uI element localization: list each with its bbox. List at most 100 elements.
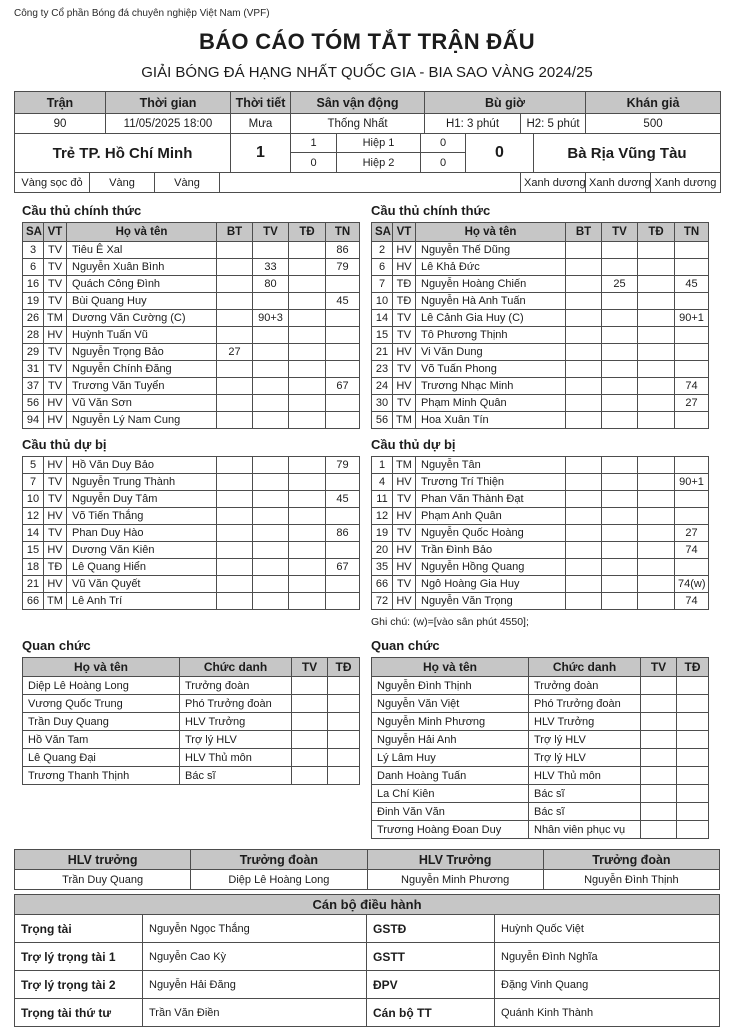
player-number-cell: 12 xyxy=(22,507,44,525)
goals-cell xyxy=(565,275,602,293)
league-subtitle: GIẢI BÓNG ĐÁ HẠNG NHẤT QUỐC GIA - BIA SA… xyxy=(141,64,593,81)
player-name-cell: Nguyễn Duy Tâm xyxy=(66,490,217,508)
executives-table: Cán bộ điều hành Trọng tài Nguyễn Ngọc T… xyxy=(14,894,720,1027)
official-name-cell: Diệp Lê Hoàng Long xyxy=(22,676,180,695)
player-row: 6 HV Lê Khả Đức xyxy=(371,258,709,276)
ph-sa: SA xyxy=(371,222,393,242)
exec-label-cell: GSTT xyxy=(366,942,495,971)
player-row: 35 HV Nguyễn Hồng Quang xyxy=(371,558,709,576)
goals-cell xyxy=(565,592,602,610)
player-number-cell: 24 xyxy=(371,377,393,395)
player-name-cell: Nguyễn Xuân Bình xyxy=(66,258,217,276)
player-row: 56 TM Hoa Xuân Tín xyxy=(371,411,709,429)
position-cell: TV xyxy=(43,524,67,542)
goals-cell xyxy=(565,507,602,525)
player-name-cell: Vũ Văn Quyết xyxy=(66,575,217,593)
substitution-cell xyxy=(325,473,360,491)
player-number-cell: 66 xyxy=(371,575,393,593)
player-number-cell: 28 xyxy=(22,326,44,344)
goals-cell xyxy=(216,490,253,508)
player-name-cell: Vũ Văn Sơn xyxy=(66,394,217,412)
yellow-card-cell xyxy=(252,575,289,593)
player-number-cell: 15 xyxy=(22,541,44,559)
half1-home-score: 1 xyxy=(291,134,337,153)
player-name-cell: Lê Quang Hiển xyxy=(66,558,217,576)
red-card-cell xyxy=(288,309,326,327)
yellow-card-cell xyxy=(601,507,638,525)
position-cell: HV xyxy=(392,377,416,395)
player-name-cell: Võ Tiến Thắng xyxy=(66,507,217,525)
position-cell: HV xyxy=(43,411,67,429)
goals-cell xyxy=(565,326,602,344)
red-card-cell xyxy=(637,541,675,559)
substitution-cell xyxy=(674,507,709,525)
player-row: 21 HV Vũ Văn Quyết xyxy=(22,575,360,593)
yellow-card-cell xyxy=(252,507,289,525)
official-row: Lê Quang Đại HLV Thủ môn xyxy=(22,748,360,767)
player-row: 24 HV Trương Nhạc Minh 74 xyxy=(371,377,709,395)
goals-cell xyxy=(565,558,602,576)
position-cell: TV xyxy=(392,394,416,412)
substitution-cell: 45 xyxy=(674,275,709,293)
official-role-cell: Trưởng đoàn xyxy=(528,676,641,695)
substitution-cell: 74(w) xyxy=(674,575,709,593)
player-name-cell: Tiêu Ê Xal xyxy=(66,241,217,259)
match-info-block: Trận Thời gian Thời tiết Sân vận động Bù… xyxy=(14,91,722,193)
yellow-card-cell xyxy=(252,292,289,310)
position-cell: TV xyxy=(392,326,416,344)
home-team-column: Cầu thủ chính thức SA VT Họ và tên BT TV… xyxy=(22,195,360,628)
home-starters-table: SA VT Họ và tên BT TV TĐ TN 3 TV xyxy=(22,222,360,429)
player-name-cell: Quách Công Đình xyxy=(66,275,217,293)
player-number-cell: 12 xyxy=(371,507,393,525)
oh-role: Chức danh xyxy=(179,657,292,677)
stadium-name: Thống Nhất xyxy=(290,113,425,134)
player-number-cell: 4 xyxy=(371,473,393,491)
home-kit-socks: Vàng xyxy=(154,172,220,193)
official-red-cell xyxy=(676,712,709,731)
exec-label-cell: Trọng tài xyxy=(14,914,143,943)
goals-cell xyxy=(565,575,602,593)
player-number-cell: 94 xyxy=(22,411,44,429)
yellow-card-cell xyxy=(252,241,289,259)
player-row: 11 TV Phan Văn Thành Đạt xyxy=(371,490,709,508)
away-officials-table: Họ và tên Chức danh TV TĐ Nguyễn Đình Th… xyxy=(371,657,709,839)
half1-away-score: 0 xyxy=(421,135,465,153)
red-card-cell xyxy=(288,575,326,593)
substitution-cell xyxy=(674,292,709,310)
player-name-cell: Phan Duy Hào xyxy=(66,524,217,542)
red-card-cell xyxy=(637,473,675,491)
substitution-cell xyxy=(325,507,360,525)
player-number-cell: 1 xyxy=(371,456,393,474)
home-subs-title: Cầu thủ dự bị xyxy=(22,437,107,452)
goals-cell xyxy=(216,558,253,576)
red-card-cell xyxy=(288,592,326,610)
goals-cell xyxy=(216,394,253,412)
player-name-cell: Nguyễn Hoàng Chiến xyxy=(415,275,566,293)
player-row: 10 TĐ Nguyễn Hà Anh Tuấn xyxy=(371,292,709,310)
player-name-cell: Lê Cảnh Gia Huy (C) xyxy=(415,309,566,327)
player-row: 14 TV Lê Cảnh Gia Huy (C) 90+1 xyxy=(371,309,709,327)
substitution-cell: 67 xyxy=(325,377,360,395)
leader-label-cell: Trưởng đoàn xyxy=(542,849,721,870)
yellow-card-cell xyxy=(601,558,638,576)
yellow-card-cell xyxy=(601,411,638,429)
official-red-cell xyxy=(327,730,360,749)
leader-label-cell: HLV trưởng xyxy=(13,849,192,870)
position-cell: TM xyxy=(43,592,67,610)
player-row: 31 TV Nguyễn Chính Đăng xyxy=(22,360,360,378)
player-name-cell: Dương Văn Cường (C) xyxy=(66,309,217,327)
player-name-cell: Lê Anh Trí xyxy=(66,592,217,610)
goals-cell xyxy=(216,456,253,474)
player-name-cell: Nguyễn Chính Đăng xyxy=(66,360,217,378)
official-row: Nguyễn Đình Thịnh Trưởng đoàn xyxy=(371,676,709,695)
away-starters-table: SA VT Họ và tên BT TV TĐ TN 2 HV xyxy=(371,222,709,429)
yellow-card-cell xyxy=(252,592,289,610)
position-cell: TV xyxy=(43,343,67,361)
official-row: Vương Quốc Trung Phó Trưởng đoàn xyxy=(22,694,360,713)
red-card-cell xyxy=(288,258,326,276)
oh-tv: TV xyxy=(640,657,677,677)
red-card-cell xyxy=(637,241,675,259)
col-header-stadium: Sân vận động xyxy=(290,91,425,114)
position-cell: TV xyxy=(43,360,67,378)
